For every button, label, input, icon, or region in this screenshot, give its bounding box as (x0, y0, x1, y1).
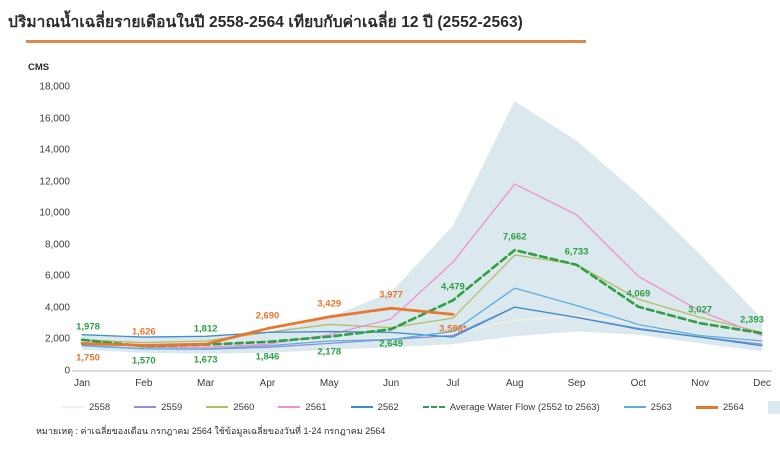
y-axis-tick: 4,000 (44, 302, 70, 314)
y-axis-tick: 18,000 (39, 81, 70, 93)
x-axis-tick-mar: Mar (197, 378, 215, 389)
y-axis-tick: 12,000 (39, 176, 70, 188)
chart-legend: 2558 2559 2560 2561 2562 Average Water Flow (… (62, 398, 780, 416)
legend-label: 2559 (161, 401, 183, 413)
legend-item-max-min-2483-2563[interactable]: Max-Min 2483-2563 (767, 400, 780, 414)
x-axis-tick-nov: Nov (691, 378, 710, 389)
y-axis-tick: 14,000 (39, 144, 70, 156)
legend-item-2562[interactable]: 2562 (350, 401, 399, 413)
legend-swatch-icon (206, 406, 229, 408)
data-label: 3,027 (688, 304, 713, 316)
data-label: 1,846 (255, 351, 280, 363)
y-axis-tick: 10,000 (39, 207, 70, 219)
data-label: 1,626 (131, 326, 156, 338)
legend-label: 2560 (233, 401, 255, 413)
data-label: 2,690 (255, 310, 280, 322)
data-label: 6,733 (564, 246, 589, 258)
legend-label: 2558 (89, 401, 111, 413)
legend-swatch-icon (623, 406, 646, 408)
legend-item-2561[interactable]: 2561 (278, 401, 327, 413)
legend-label: 2564 (722, 401, 744, 413)
x-axis-tick-jan: Jan (73, 378, 91, 389)
series-line-2560 (81, 254, 763, 344)
data-label: 4,069 (626, 288, 651, 300)
y-axis-tick: 8,000 (44, 239, 70, 251)
page-title: ปริมาณน้ำเฉลี่ยรายเดือนในปี 2558-2564 เท… (8, 14, 523, 31)
data-label: 4,479 (441, 281, 465, 293)
data-label: 1,750 (76, 352, 100, 364)
x-axis-tick-may: May (319, 378, 339, 389)
title-underline-rule (26, 40, 586, 43)
data-label: 1,978 (76, 321, 100, 333)
legend-swatch-icon (695, 405, 718, 409)
x-axis-tick-aug: Aug (505, 378, 524, 389)
data-label: 3,977 (379, 289, 403, 301)
legend-label: 2561 (305, 401, 327, 413)
data-label: 2,393 (740, 314, 764, 326)
legend-swatch-icon (278, 406, 301, 408)
legend-swatch-icon (134, 406, 157, 408)
x-axis-tick-dec: Dec (753, 378, 771, 389)
data-label: 2,649 (379, 338, 403, 350)
y-axis-tick: 6,000 (44, 270, 70, 282)
data-label: 2,178 (317, 346, 342, 358)
legend-item-2559[interactable]: 2559 (134, 402, 182, 413)
data-label: 7,662 (502, 231, 527, 243)
y-axis-tick: 16,000 (39, 113, 70, 125)
x-axis-tick-apr: Apr (259, 378, 276, 389)
x-axis-tick-feb: Feb (135, 378, 153, 389)
legend-swatch-icon (422, 406, 445, 408)
legend-label: 2562 (377, 401, 399, 413)
legend-swatch-icon (62, 406, 84, 408)
legend-item-2558[interactable]: 2558 (62, 402, 110, 413)
legend-label: Average Water Flow (2552 to 2563) (449, 401, 600, 413)
data-label: 1,570 (131, 355, 156, 367)
legend-item-2560[interactable]: 2560 (206, 402, 254, 413)
data-label: 3,588* (439, 323, 467, 335)
y-axis-tick: 2,000 (44, 333, 70, 345)
legend-item-2564[interactable]: 2564 (695, 401, 744, 413)
series-line-2561 (81, 183, 763, 348)
legend-swatch-icon (767, 400, 780, 414)
data-label: 1,673 (193, 354, 218, 366)
x-axis-tick-jun: Jun (383, 378, 400, 389)
y-axis-unit-label: CMS (28, 62, 50, 73)
x-axis-tick-oct: Oct (630, 378, 647, 389)
legend-swatch-icon (350, 406, 373, 408)
series-line-2564 (80, 306, 455, 347)
series-line-2562 (81, 306, 763, 347)
x-axis-tick-sep: Sep (567, 378, 586, 389)
legend-item-average-water-flow-2552-to-2563-[interactable]: Average Water Flow (2552 to 2563) (422, 401, 600, 413)
legend-item-2563[interactable]: 2563 (623, 401, 672, 413)
y-axis-tick: 0 (64, 365, 70, 377)
max-min-band-area (82, 101, 762, 354)
footnote-text: หมายเหตุ : ค่าเฉลี่ยของเดือน กรกฎาคม 256… (36, 426, 386, 436)
legend-label: 2563 (650, 401, 672, 413)
series-line-2563 (81, 287, 763, 350)
x-axis-tick-jul: Jul (446, 378, 460, 389)
data-label: 1,812 (193, 323, 218, 335)
data-label: 3,429 (317, 298, 342, 310)
